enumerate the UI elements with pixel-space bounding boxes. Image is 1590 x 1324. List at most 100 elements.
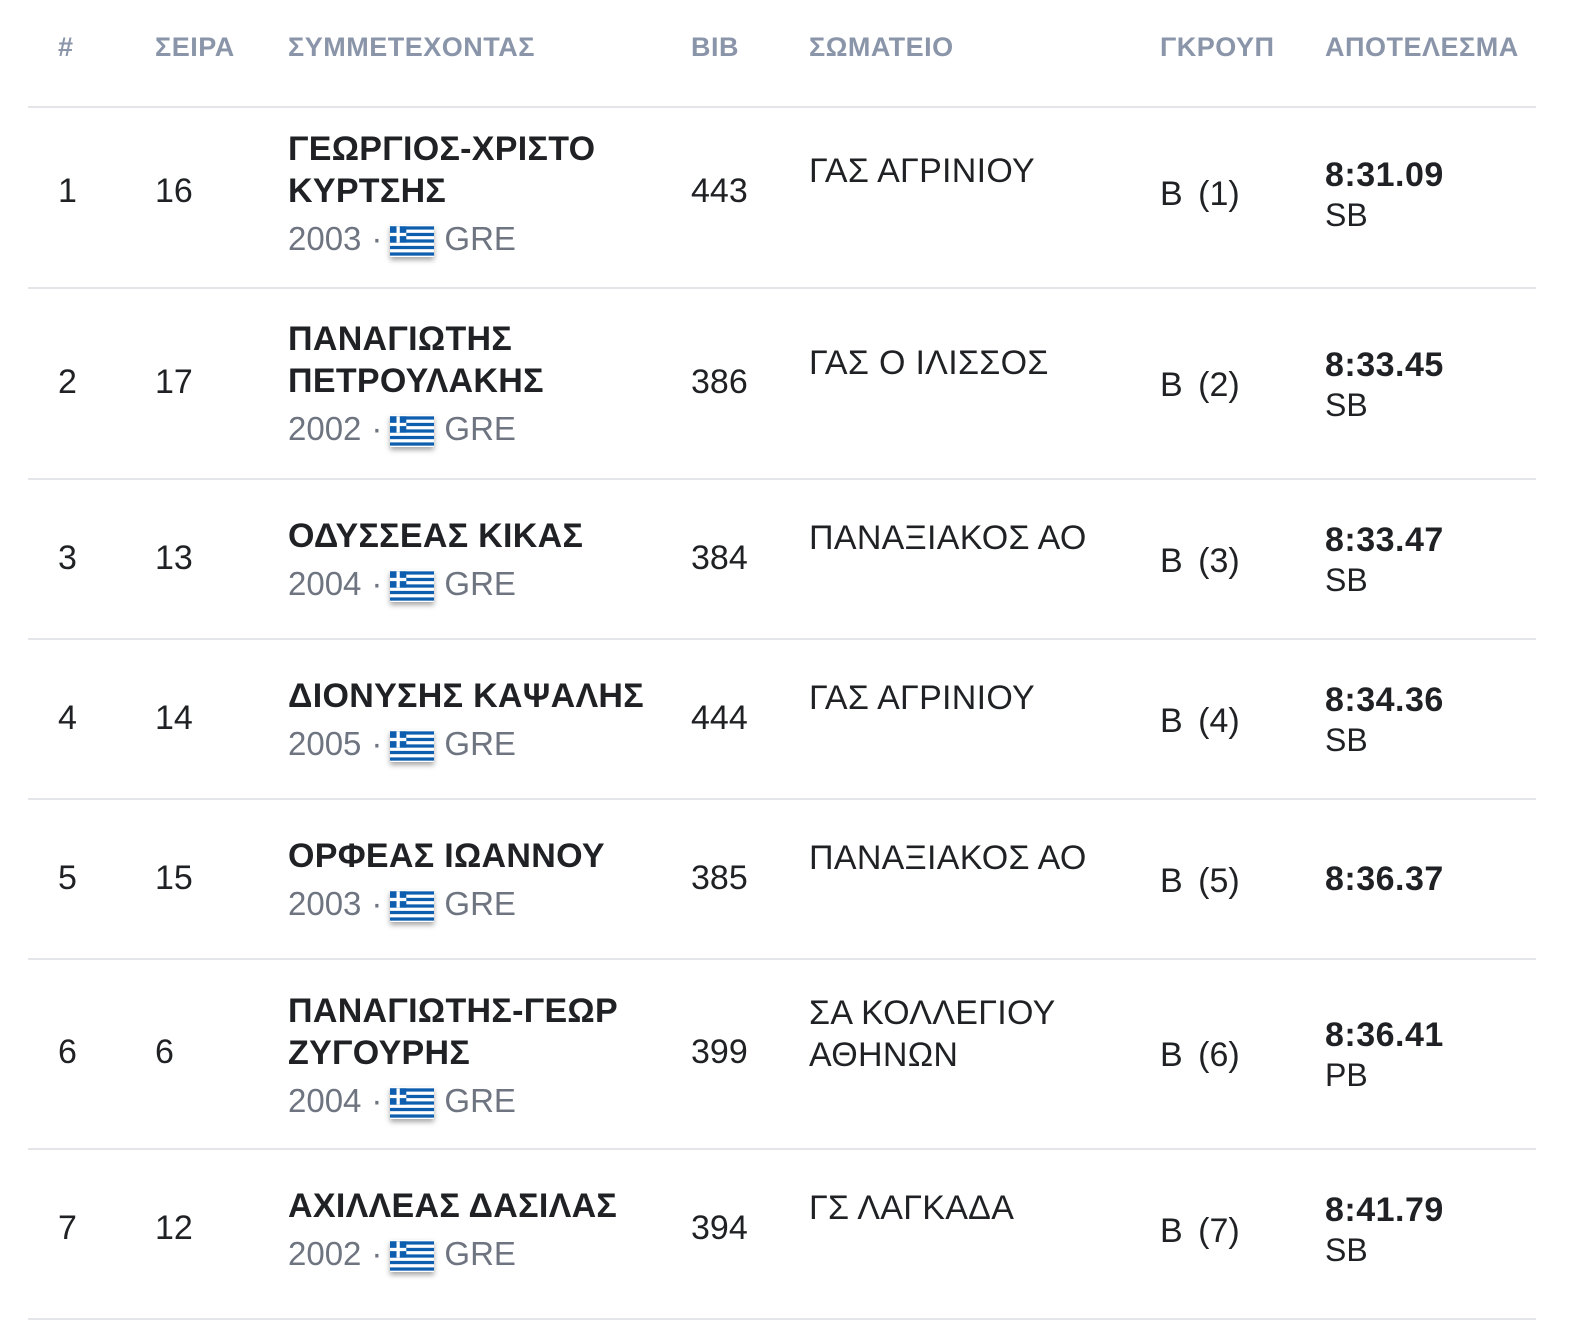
lane-cell: 14 [155,699,193,737]
header-lane[interactable]: ΣΕΙΡΑ [155,32,235,62]
athlete-meta: 2004 · GRE [288,563,648,605]
group-cell: Β (2) [1160,366,1240,404]
result-time: 8:33.47 [1325,521,1444,559]
athlete-name-link[interactable]: ΓΕΩΡΓΙΟΣ-ΧΡΙΣΤΟ ΚΥΡΤΣΗΣ [288,130,596,210]
club-cell: ΓΑΣ ΑΓΡΙΝΙΟΥ [809,679,1036,717]
result-tag: SB [1325,387,1368,423]
header-bib[interactable]: BIB [691,32,739,62]
header-rank[interactable]: # [58,32,74,62]
header-club[interactable]: ΣΩΜΑΤΕΙΟ [809,32,954,62]
result-time: 8:34.36 [1325,681,1444,719]
athlete-meta: 2004 · GRE [288,1080,648,1122]
result-tag: PB [1325,1057,1368,1093]
lane-cell: 17 [155,363,193,401]
group-cell: Β (6) [1160,1036,1240,1074]
athlete-name-link[interactable]: ΟΔΥΣΣΕΑΣ ΚΙΚΑΣ [288,517,584,555]
athlete-name-link[interactable]: ΠΑΝΑΓΙΩΤΗΣ-ΓΕΩΡ ΖΥΓΟΥΡΗΣ [288,992,618,1072]
group-cell: Β (4) [1160,702,1240,740]
rank-cell: 5 [58,859,77,897]
greece-flag-icon [390,415,435,447]
athlete-cell: ΠΑΝΑΓΙΩΤΗΣ ΠΕΤΡΟΥΛΑΚΗΣ 2002 · GRE [288,318,648,450]
rank-cell: 6 [58,1033,77,1071]
birth-year: 2004 [288,565,362,602]
athlete-name-link[interactable]: ΑΧΙΛΛΕΑΣ ΔΑΣΙΛΑΣ [288,1187,618,1225]
athlete-meta: 2002 · GRE [288,408,648,450]
country-code: GRE [444,410,516,447]
birth-year: 2003 [288,885,362,922]
bib-cell: 384 [691,539,748,577]
separator-dot: · [371,1082,383,1119]
table-body: 1 16 ΓΕΩΡΓΙΟΣ-ΧΡΙΣΤΟ ΚΥΡΤΣΗΣ 2003 · GRE 443 ΓΑΣ… [28,108,1536,1320]
table-row[interactable]: 2 17 ΠΑΝΑΓΙΩΤΗΣ ΠΕΤΡΟΥΛΑΚΗΣ 2002 · GRE 386 ΓΑΣ … [28,289,1536,480]
athlete-cell: ΟΔΥΣΣΕΑΣ ΚΙΚΑΣ 2004 · GRE [288,515,648,605]
result-tag: SB [1325,197,1368,233]
athlete-cell: ΟΡΦΕΑΣ ΙΩΑΝΝΟΥ 2003 · GRE [288,835,648,925]
athlete-name-link[interactable]: ΔΙΟΝΥΣΗΣ ΚΑΨΑΛΗΣ [288,677,644,715]
greece-flag-icon [390,225,435,257]
rank-cell: 7 [58,1209,77,1247]
lane-cell: 13 [155,539,193,577]
separator-dot: · [371,725,383,762]
header-group[interactable]: ΓΚΡΟΥΠ [1160,32,1275,62]
greece-flag-icon [390,890,435,922]
greece-flag-icon [390,730,435,762]
athlete-name-link[interactable]: ΠΑΝΑΓΙΩΤΗΣ ΠΕΤΡΟΥΛΑΚΗΣ [288,320,544,400]
greece-flag-icon [390,1087,435,1119]
rank-cell: 3 [58,539,77,577]
separator-dot: · [371,565,383,602]
result-time: 8:33.45 [1325,346,1444,384]
result-cell: 8:31.09 SB [1325,155,1444,235]
result-cell: 8:33.47 SB [1325,520,1444,600]
club-cell: ΓΑΣ Ο ΙΛΙΣΣΟΣ [809,344,1049,382]
bib-cell: 444 [691,699,748,737]
athlete-cell: ΔΙΟΝΥΣΗΣ ΚΑΨΑΛΗΣ 2005 · GRE [288,675,648,765]
results-table: # ΣΕΙΡΑ ΣΥΜΜΕΤΕΧΟΝΤΑΣ BIB ΣΩΜΑΤΕΙΟ ΓΚΡΟΥ… [28,0,1536,1320]
athlete-cell: ΑΧΙΛΛΕΑΣ ΔΑΣΙΛΑΣ 2002 · GRE [288,1185,648,1275]
table-row[interactable]: 7 12 ΑΧΙΛΛΕΑΣ ΔΑΣΙΛΑΣ 2002 · GRE 394 ΓΣ ΛΑΓΚΑΔΑ… [28,1150,1536,1320]
table-row[interactable]: 3 13 ΟΔΥΣΣΕΑΣ ΚΙΚΑΣ 2004 · GRE 384 ΠΑΝΑΞΙΑΚΟΣ Α… [28,480,1536,640]
club-cell: ΣΑ ΚΟΛΛΕΓΙΟΥ ΑΘΗΝΩΝ [809,994,1056,1074]
athlete-cell: ΠΑΝΑΓΙΩΤΗΣ-ΓΕΩΡ ΖΥΓΟΥΡΗΣ 2004 · GRE [288,990,648,1122]
result-cell: 8:34.36 SB [1325,680,1444,760]
greece-flag-icon [390,1240,435,1272]
rank-cell: 4 [58,699,77,737]
athlete-cell: ΓΕΩΡΓΙΟΣ-ΧΡΙΣΤΟ ΚΥΡΤΣΗΣ 2003 · GRE [288,128,648,260]
separator-dot: · [371,410,383,447]
result-cell: 8:33.45 SB [1325,345,1444,425]
separator-dot: · [371,1235,383,1272]
country-code: GRE [444,725,516,762]
result-time: 8:31.09 [1325,156,1444,194]
birth-year: 2002 [288,1235,362,1272]
header-athlete[interactable]: ΣΥΜΜΕΤΕΧΟΝΤΑΣ [288,32,535,62]
bib-cell: 443 [691,172,748,210]
header-result[interactable]: ΑΠΟΤΕΛΕΣΜΑ [1325,32,1519,62]
group-cell: Β (3) [1160,542,1240,580]
club-cell: ΓΑΣ ΑΓΡΙΝΙΟΥ [809,152,1036,190]
result-tag: SB [1325,1232,1368,1268]
group-cell: Β (5) [1160,862,1240,900]
group-cell: Β (7) [1160,1212,1240,1250]
lane-cell: 16 [155,172,193,210]
club-cell: ΠΑΝΑΞΙΑΚΟΣ ΑΟ [809,519,1087,557]
athlete-meta: 2003 · GRE [288,883,648,925]
club-cell: ΠΑΝΑΞΙΑΚΟΣ ΑΟ [809,839,1087,877]
athlete-name-link[interactable]: ΟΡΦΕΑΣ ΙΩΑΝΝΟΥ [288,837,605,875]
birth-year: 2004 [288,1082,362,1119]
birth-year: 2002 [288,410,362,447]
lane-cell: 6 [155,1033,174,1071]
country-code: GRE [444,1082,516,1119]
lane-cell: 15 [155,859,193,897]
table-row[interactable]: 6 6 ΠΑΝΑΓΙΩΤΗΣ-ΓΕΩΡ ΖΥΓΟΥΡΗΣ 2004 · GRE 399 ΣΑ … [28,960,1536,1150]
table-row[interactable]: 4 14 ΔΙΟΝΥΣΗΣ ΚΑΨΑΛΗΣ 2005 · GRE 444 ΓΑΣ ΑΓΡΙΝΙ… [28,640,1536,800]
table-row[interactable]: 1 16 ΓΕΩΡΓΙΟΣ-ΧΡΙΣΤΟ ΚΥΡΤΣΗΣ 2003 · GRE 443 ΓΑΣ… [28,108,1536,289]
separator-dot: · [371,885,383,922]
country-code: GRE [444,885,516,922]
birth-year: 2005 [288,725,362,762]
rank-cell: 2 [58,363,77,401]
bib-cell: 385 [691,859,748,897]
club-cell: ΓΣ ΛΑΓΚΑΔΑ [809,1189,1015,1227]
result-time: 8:36.41 [1325,1016,1444,1054]
result-time: 8:41.79 [1325,1191,1444,1229]
birth-year: 2003 [288,220,362,257]
table-row[interactable]: 5 15 ΟΡΦΕΑΣ ΙΩΑΝΝΟΥ 2003 · GRE 385 ΠΑΝΑΞΙΑΚΟΣ Α… [28,800,1536,960]
